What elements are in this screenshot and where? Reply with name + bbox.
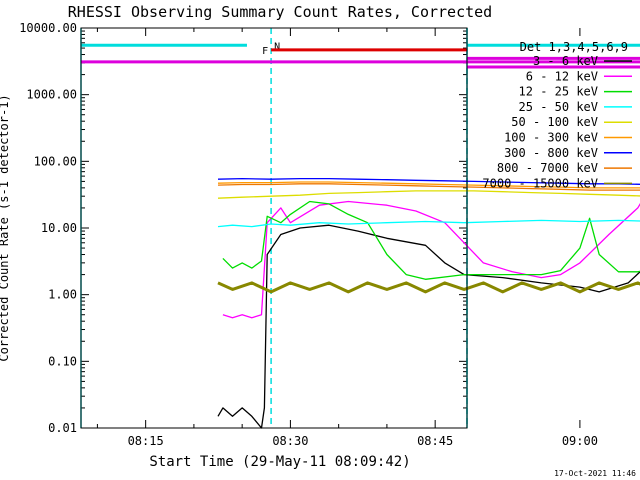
legend-entry-label: 800 - 7000 keV [497,161,598,175]
y-tick-label: 0.10 [48,354,77,368]
legend-entry-label: 3 - 6 keV [533,54,598,68]
series-line [217,177,640,185]
series-line [217,281,640,294]
x-tick-label: 09:00 [562,434,598,448]
legend-entry-label: 25 - 50 keV [519,100,598,114]
legend-entry-label: 6 - 12 keV [526,69,598,83]
series-line [217,183,640,191]
plot-frame [80,27,468,429]
x-tick-label: 08:30 [272,434,308,448]
y-tick-label: 100.00 [34,154,77,168]
series-line [217,190,640,199]
y-axis-label: Corrected Count Rate (s-1 detector-1) [0,94,11,361]
legend-entry-label: 300 - 800 keV [504,146,598,160]
x-tick-label: 08:45 [417,434,453,448]
chart-title: RHESSI Observing Summary Count Rates, Co… [68,3,492,21]
y-tick-label: 10000.00 [19,21,77,35]
footer-date: 17-Oct-2021 11:46 [554,469,636,478]
y-tick-label: 0.01 [48,421,77,435]
flag-label: F [262,46,268,57]
y-tick-label: 1.00 [48,288,77,302]
legend-entry-label: 50 - 100 keV [511,115,598,129]
x-axis-label: Start Time (29-May-11 08:09:42) [149,454,410,470]
y-tick-label: 10.00 [41,221,77,235]
series-line [217,224,640,429]
legend-entry-label: 100 - 300 keV [504,131,598,145]
series-line [222,200,640,280]
legend-entry-label: 12 - 25 keV [519,85,598,99]
series-line [217,181,640,189]
flag-label: N [274,41,280,52]
legend-title: Det 1,3,4,5,6,9 [520,40,628,54]
series-line [217,219,640,228]
legend-entry-label: 7000 - 15000 keV [482,176,598,190]
y-tick-label: 1000.00 [26,88,77,102]
series-line [222,200,640,319]
x-tick-label: 08:15 [128,434,164,448]
